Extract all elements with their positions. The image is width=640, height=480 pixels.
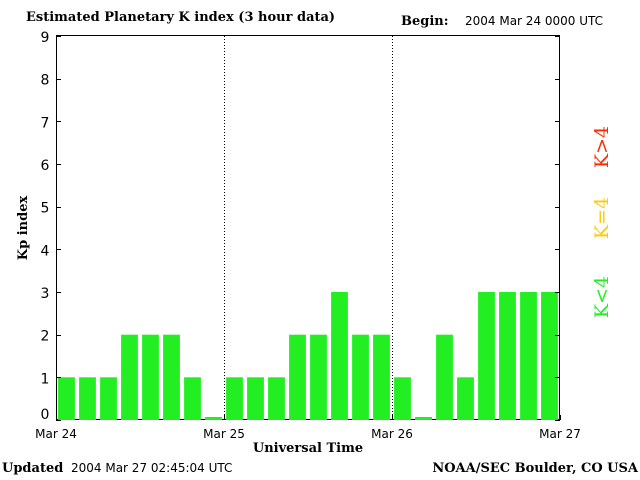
x-axis-label: Universal Time (253, 441, 363, 456)
kp-bar (100, 377, 117, 420)
kp-bar (478, 292, 495, 420)
kp-bar (394, 377, 411, 420)
day-separators (224, 36, 393, 420)
legend-item: K=4 (591, 197, 613, 239)
kp-bar (142, 334, 159, 420)
y-tick-label: 7 (41, 115, 50, 131)
x-tick-label: Mar 24 (35, 427, 77, 441)
kp-bar (436, 334, 453, 420)
kp-bar (268, 377, 285, 420)
y-tick-label: 3 (41, 286, 50, 302)
y-tick-label: 6 (41, 158, 50, 174)
kp-bar (79, 377, 96, 420)
updated-label: Updated (2, 461, 64, 476)
kp-bar (184, 377, 201, 420)
y-tick-label: 2 (41, 329, 50, 345)
y-tick-label: 8 (41, 73, 50, 89)
kp-bar (541, 292, 558, 420)
kp-bar (163, 334, 180, 420)
legend-item: K<4 (591, 276, 613, 318)
x-tick-label: Mar 25 (203, 427, 245, 441)
y-axis-label: Kp index (16, 196, 31, 261)
legend: K<4 K=4 K>4 (591, 126, 613, 318)
legend-item: K>4 (591, 126, 613, 168)
y-tick-label: 5 (41, 201, 50, 217)
updated-value: 2004 Mar 27 02:45:04 UTC (71, 461, 233, 475)
kp-bar (520, 292, 537, 420)
kp-bar (331, 292, 348, 420)
kp-bar (499, 292, 516, 420)
y-tick-label: 9 (41, 30, 50, 46)
kp-bar (457, 377, 474, 420)
kp-bar (121, 334, 138, 420)
plot-area (56, 35, 560, 420)
kp-bar (289, 334, 306, 420)
y-tick-label: 4 (41, 243, 50, 259)
y-tick-label: 0 (41, 407, 50, 423)
bars (58, 292, 558, 420)
kp-bar (352, 334, 369, 420)
kp-bar (247, 377, 264, 420)
kp-bar (373, 334, 390, 420)
credit-text: NOAA/SEC Boulder, CO USA (432, 461, 638, 476)
x-ticks: Mar 24 Mar 25 Mar 26 Mar 27 (35, 415, 581, 441)
y-ticks: 0 1 2 3 4 5 6 7 8 9 (41, 30, 560, 423)
kp-bar (415, 417, 432, 420)
kp-bar (310, 334, 327, 420)
chart-title: Estimated Planetary K index (3 hour data… (26, 10, 336, 25)
begin-value: 2004 Mar 24 0000 UTC (465, 14, 604, 28)
y-tick-label: 1 (41, 371, 50, 387)
x-tick-label: Mar 26 (371, 427, 413, 441)
begin-label: Begin: (401, 14, 449, 29)
kp-bar (205, 417, 222, 420)
kp-bar (226, 377, 243, 420)
x-tick-label: Mar 27 (539, 427, 581, 441)
kp-bar (58, 377, 75, 420)
